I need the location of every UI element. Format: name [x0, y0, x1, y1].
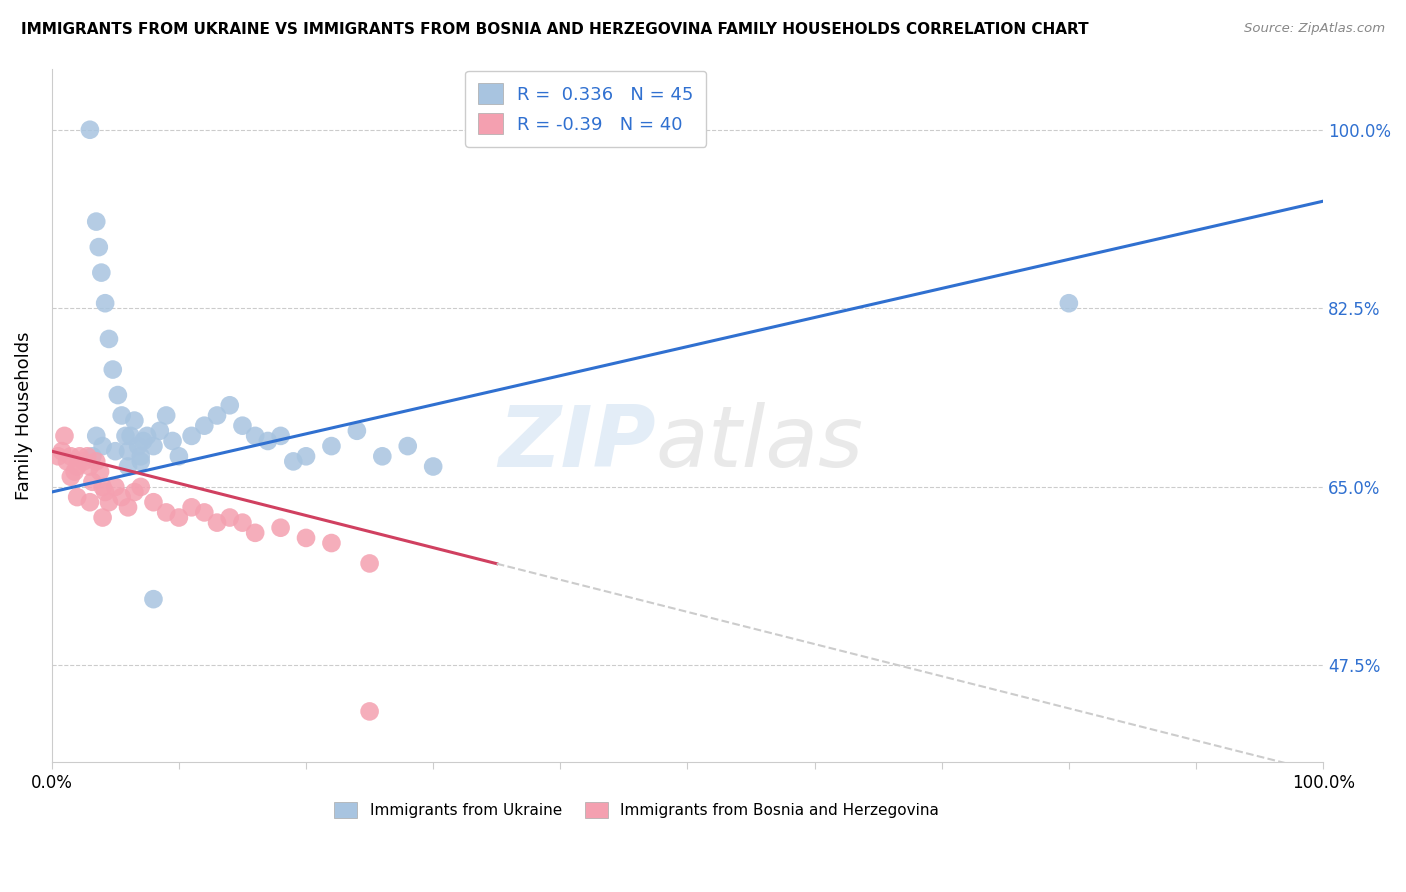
Point: [132, 434, 155, 448]
Text: ZIP: ZIP: [498, 401, 655, 484]
Point: [346, 424, 368, 438]
Point: [243, 429, 266, 443]
Point: [295, 450, 318, 464]
Point: [180, 500, 202, 515]
Point: [91, 439, 114, 453]
Point: [129, 450, 152, 464]
Point: [155, 409, 177, 423]
Point: [243, 525, 266, 540]
Point: [124, 485, 146, 500]
Point: [205, 516, 228, 530]
Point: [46, 450, 69, 464]
Point: [149, 424, 172, 438]
Point: [59, 450, 82, 464]
Point: [321, 536, 343, 550]
Point: [120, 429, 142, 443]
Point: [91, 480, 114, 494]
Text: IMMIGRANTS FROM UKRAINE VS IMMIGRANTS FROM BOSNIA AND HERZEGOVINA FAMILY HOUSEHO: IMMIGRANTS FROM UKRAINE VS IMMIGRANTS FR…: [21, 22, 1088, 37]
Point: [97, 332, 120, 346]
Point: [84, 214, 107, 228]
Point: [69, 450, 91, 464]
Point: [59, 469, 82, 483]
Point: [84, 429, 107, 443]
Point: [205, 409, 228, 423]
Point: [155, 505, 177, 519]
Point: [129, 480, 152, 494]
Point: [283, 454, 305, 468]
Point: [111, 490, 134, 504]
Point: [56, 454, 79, 468]
Point: [89, 465, 111, 479]
Point: [142, 592, 165, 607]
Point: [231, 418, 253, 433]
Point: [72, 454, 94, 468]
Point: [117, 459, 139, 474]
Point: [142, 495, 165, 509]
Point: [162, 434, 184, 448]
Point: [82, 475, 104, 489]
Point: [359, 557, 381, 571]
Point: [94, 485, 117, 500]
Point: [422, 459, 444, 474]
Point: [79, 122, 101, 136]
Point: [104, 480, 127, 494]
Point: [371, 450, 394, 464]
Point: [180, 429, 202, 443]
Point: [82, 450, 104, 464]
Point: [218, 510, 240, 524]
Point: [104, 444, 127, 458]
Point: [101, 362, 124, 376]
Point: [66, 490, 89, 504]
Point: [53, 429, 76, 443]
Text: Source: ZipAtlas.com: Source: ZipAtlas.com: [1244, 22, 1385, 36]
Point: [90, 266, 112, 280]
Point: [193, 418, 215, 433]
Point: [117, 500, 139, 515]
Point: [270, 521, 292, 535]
Point: [63, 465, 86, 479]
Point: [66, 459, 89, 474]
Legend: Immigrants from Ukraine, Immigrants from Bosnia and Herzegovina: Immigrants from Ukraine, Immigrants from…: [329, 796, 945, 824]
Point: [136, 429, 159, 443]
Point: [321, 439, 343, 453]
Point: [87, 240, 110, 254]
Point: [124, 414, 146, 428]
Point: [270, 429, 292, 443]
Point: [127, 439, 149, 453]
Text: atlas: atlas: [655, 401, 863, 484]
Point: [1057, 296, 1080, 310]
Point: [231, 516, 253, 530]
Point: [84, 454, 107, 468]
Point: [117, 444, 139, 458]
Point: [295, 531, 318, 545]
Point: [218, 398, 240, 412]
Point: [129, 454, 152, 468]
Point: [91, 510, 114, 524]
Point: [396, 439, 419, 453]
Point: [167, 450, 190, 464]
Point: [79, 459, 101, 474]
Y-axis label: Family Households: Family Households: [15, 331, 32, 500]
Point: [76, 450, 98, 464]
Point: [94, 296, 117, 310]
Point: [257, 434, 280, 448]
Point: [167, 510, 190, 524]
Point: [97, 495, 120, 509]
Point: [142, 439, 165, 453]
Point: [107, 388, 129, 402]
Point: [51, 444, 73, 458]
Point: [111, 409, 134, 423]
Point: [193, 505, 215, 519]
Point: [114, 429, 136, 443]
Point: [359, 705, 381, 719]
Point: [79, 495, 101, 509]
